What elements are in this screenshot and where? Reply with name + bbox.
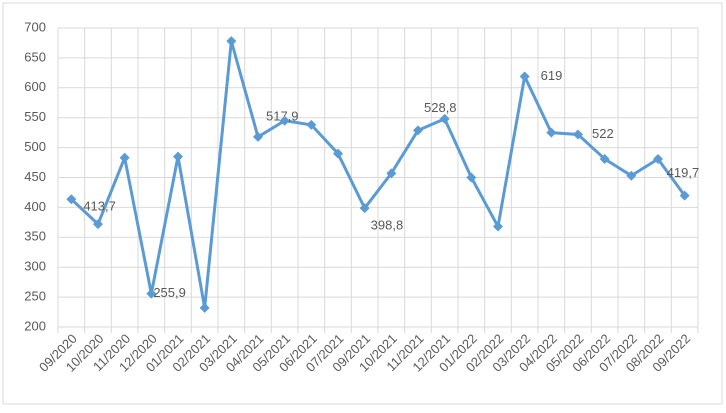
marker [333, 148, 343, 159]
data-label: 522 [592, 126, 614, 141]
marker [386, 168, 397, 179]
y-tick-label: 350 [24, 229, 46, 244]
marker [493, 221, 503, 232]
marker [519, 71, 530, 82]
y-tick-label: 200 [24, 318, 46, 333]
marker [253, 131, 263, 142]
marker [359, 203, 370, 214]
marker [119, 152, 130, 163]
marker [413, 125, 423, 136]
data-label: 517,9 [266, 108, 299, 123]
data-label: 619 [541, 68, 563, 83]
marker [546, 127, 557, 138]
y-tick-label: 400 [24, 199, 46, 214]
data-label: 255,9 [153, 285, 186, 300]
marker [199, 302, 210, 313]
marker [146, 288, 157, 299]
marker [599, 153, 610, 164]
y-tick-label: 550 [24, 109, 46, 124]
data-label: 398,8 [371, 218, 404, 233]
y-tick-label: 250 [24, 289, 46, 304]
y-tick-label: 300 [24, 259, 46, 274]
line [70, 40, 686, 309]
marker [466, 172, 477, 183]
y-tick-label: 450 [24, 169, 46, 184]
marker [626, 170, 637, 181]
marker [66, 194, 77, 205]
data-label: 528,8 [424, 100, 457, 115]
marker [653, 153, 663, 164]
marker [306, 119, 317, 130]
y-tick-label: 700 [24, 19, 46, 34]
marker [173, 151, 183, 162]
marker [279, 115, 290, 126]
data-label: 419,7 [667, 165, 700, 180]
marker [439, 113, 450, 124]
marker [679, 190, 690, 201]
marker [226, 36, 237, 47]
y-tick-label: 600 [24, 79, 46, 94]
marker [573, 129, 583, 140]
y-tick-label: 650 [24, 49, 46, 64]
y-tick-label: 500 [24, 139, 46, 154]
data-label: 413,7 [83, 199, 116, 214]
marker [93, 219, 103, 230]
